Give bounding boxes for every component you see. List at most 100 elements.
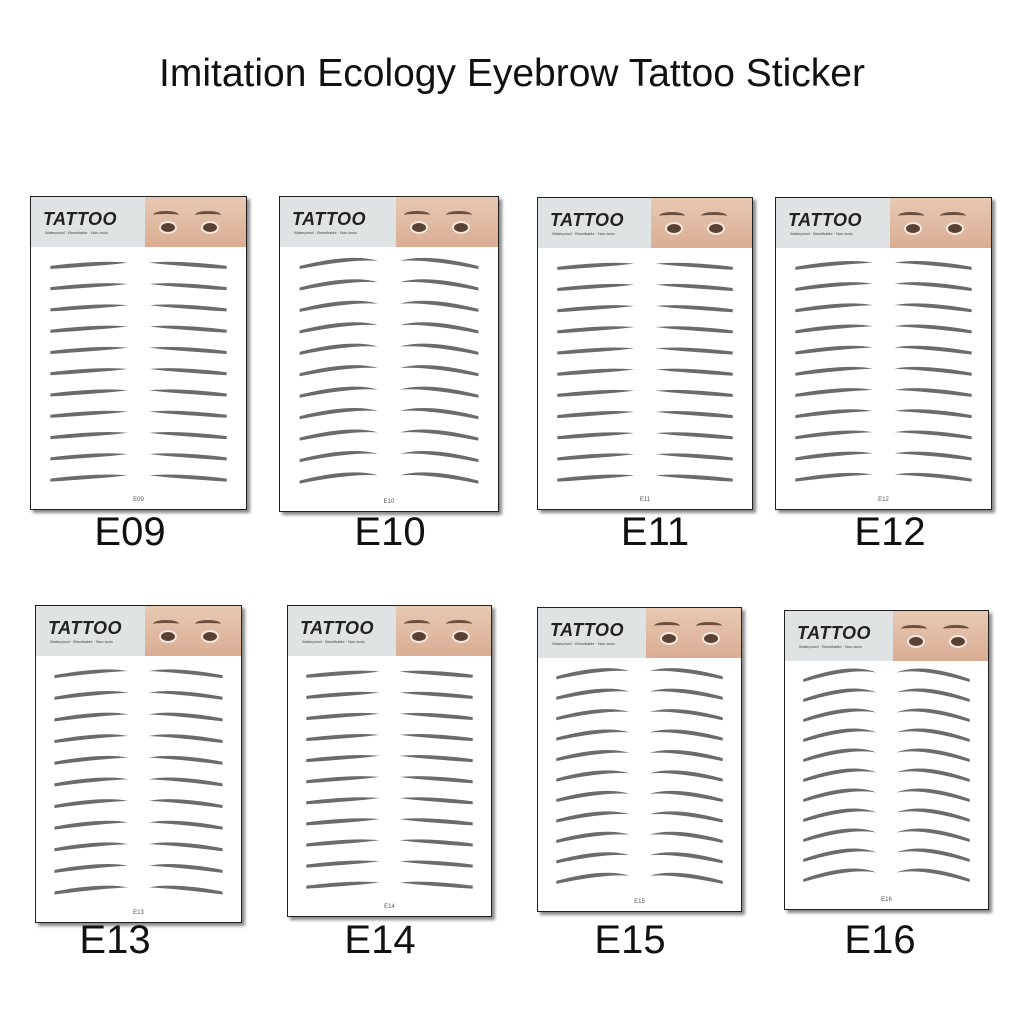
eyebrow [795, 388, 873, 397]
eyebrow [803, 868, 877, 882]
eyebrow [399, 343, 479, 355]
product-code-label: E16 [844, 918, 916, 962]
eyebrow [649, 831, 723, 843]
page-title: Imitation Ecology Eyebrow Tattoo Sticker [159, 52, 865, 95]
eyebrow [556, 729, 630, 741]
eyebrow [50, 261, 128, 269]
model-eyes-photo [645, 608, 741, 658]
sheet-brand: TATTOO [300, 618, 374, 638]
eyebrow [894, 324, 972, 334]
sheet-brand: TATTOO [43, 209, 117, 229]
eyebrow [894, 451, 972, 461]
eyebrow [399, 472, 479, 484]
eyebrow [50, 325, 128, 333]
product-code-label: E09 [94, 510, 166, 554]
eyebrow [50, 410, 128, 418]
eyebrow [54, 777, 129, 787]
eyebrow [655, 368, 733, 376]
model-eyes-photo [144, 197, 246, 247]
eyebrow [649, 709, 723, 721]
eyebrow [149, 410, 227, 418]
eyebrow [655, 389, 733, 397]
eyebrow [896, 708, 970, 722]
eyebrow [399, 776, 473, 784]
sheet-code: E15 [634, 899, 645, 905]
eyebrow [894, 388, 972, 397]
sheet-brand: TATTOO [797, 623, 871, 643]
eyebrow [399, 257, 479, 270]
eyebrow [299, 279, 379, 291]
eyebrow-stickers [556, 668, 723, 884]
eyebrow [649, 770, 723, 782]
eyebrow [54, 820, 129, 830]
eyebrow [803, 788, 877, 802]
eyebrow [894, 303, 972, 313]
product-sheet-e10: TATTOO Waterproof · Breathable · Non-tox… [279, 196, 499, 512]
eyebrow [50, 346, 128, 354]
eyebrow [54, 885, 129, 895]
eyebrow [896, 768, 970, 782]
eyebrow [149, 304, 227, 312]
eyebrow [149, 453, 227, 461]
product-code-label: E13 [79, 918, 151, 962]
sheet-features: Waterproof · Breathable · Non-toxic [50, 639, 113, 644]
eyebrow [399, 712, 473, 720]
eyebrow [148, 799, 223, 808]
eyebrow [795, 282, 873, 292]
eyebrow [803, 828, 877, 842]
eyebrow [655, 347, 733, 355]
eyebrow [894, 282, 972, 292]
eyebrow [306, 818, 380, 826]
eyebrow [149, 283, 227, 291]
eyebrow [896, 848, 970, 862]
eyebrow [795, 324, 873, 334]
eyebrow [399, 733, 473, 742]
eyebrow [50, 474, 128, 482]
product-sheet-e11: TATTOO Waterproof · Breathable · Non-tox… [537, 197, 753, 510]
product-sheet-e16: TATTOO Waterproof · Breathable · Non-tox… [784, 610, 989, 910]
eyebrow [399, 839, 473, 847]
eyebrow [894, 345, 972, 355]
eyebrow [557, 305, 635, 313]
eyebrow [148, 885, 223, 895]
eyebrow [399, 860, 473, 868]
eyebrow [299, 257, 379, 270]
eyebrow [299, 365, 379, 377]
eyebrow [896, 728, 970, 742]
product-sheet-e15: TATTOO Waterproof · Breathable · Non-tox… [537, 607, 742, 912]
eyebrow [306, 670, 380, 678]
eyebrow [557, 326, 635, 334]
eyebrow [50, 283, 128, 291]
product-code-label: E15 [594, 918, 666, 962]
eyebrow [299, 343, 379, 355]
product-sheet-e09: TATTOO Waterproof · Breathable · Non-tox… [30, 196, 247, 510]
eyebrow [399, 279, 479, 291]
eyebrow [557, 262, 635, 270]
eyebrow [894, 260, 972, 270]
product-sheet-e12: TATTOO Waterproof · Breathable · Non-tox… [775, 197, 992, 510]
eyebrow [149, 368, 227, 376]
model-eyes-photo [395, 606, 491, 656]
sheet-features: Waterproof · Breathable · Non-toxic [552, 231, 615, 236]
eyebrow [649, 668, 723, 680]
eyebrow [803, 768, 877, 782]
eyebrow [557, 368, 635, 376]
eyebrow [655, 411, 733, 419]
eyebrow [896, 748, 970, 762]
eyebrow [50, 389, 128, 397]
eyebrow [795, 430, 873, 440]
eyebrow [649, 811, 723, 823]
eyebrow [556, 688, 630, 700]
eyebrow [149, 474, 227, 482]
eyebrow [54, 712, 129, 722]
eyebrow [896, 688, 970, 702]
sheet-brand: TATTOO [550, 620, 624, 640]
product-code-label: E10 [354, 510, 426, 554]
eyebrow [655, 453, 733, 461]
eyebrow [655, 283, 733, 292]
eyebrow [399, 450, 479, 463]
eyebrow-stickers [54, 669, 223, 895]
eyebrow [795, 472, 873, 482]
eyebrow [399, 322, 479, 334]
sheet-features: Waterproof · Breathable · Non-toxic [799, 644, 862, 649]
